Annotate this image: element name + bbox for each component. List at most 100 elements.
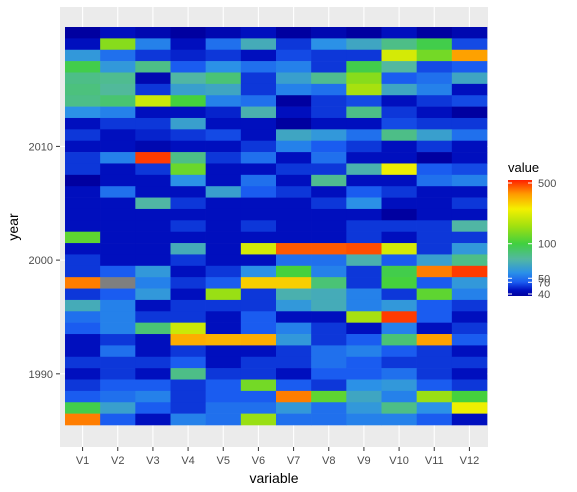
heatmap-cell [170,49,206,62]
heatmap-cell [451,49,488,62]
heatmap-cell [170,27,206,39]
heatmap-cell [346,402,382,414]
heatmap-cell [100,197,136,210]
heatmap-cell [416,368,453,380]
heatmap-cell [451,95,488,107]
heatmap-cell [451,220,488,232]
heatmap-cell [346,117,382,130]
heatmap-cell [416,27,453,39]
heatmap-cell [346,277,382,289]
heatmap-cell [205,299,242,312]
heatmap-cell [311,254,347,267]
heatmap-cell [311,49,347,62]
heatmap-cell [381,27,417,39]
heatmap-cell [311,152,347,164]
heatmap-cell [205,311,242,323]
heatmap-cell [170,311,206,323]
heatmap-cell [311,197,347,210]
heatmap-cell [205,368,242,380]
heatmap-cell [416,186,453,198]
heatmap-cell [311,288,347,301]
heatmap-cell [135,117,171,130]
heatmap-cell [381,311,417,323]
heatmap-cell [311,390,347,403]
heatmap-cell [240,254,277,267]
heatmap-cell [170,140,206,153]
heatmap-cell [205,49,242,62]
heatmap-cell [135,334,171,346]
heatmap-cell [416,345,453,358]
heatmap-cell [205,231,242,244]
heatmap-cell [451,72,488,85]
heatmap-cell [346,174,382,187]
x-tick-label: V11 [425,455,444,467]
heatmap-cell [276,220,312,232]
heatmap-cell [311,243,347,255]
heatmap-cell [100,208,136,221]
heatmap-cell [276,186,312,198]
heatmap-cell [240,197,277,210]
heatmap-cell [205,220,242,232]
heatmap-cell [346,368,382,380]
heatmap-cell [205,390,242,403]
heatmap-cell [100,402,136,414]
heatmap-cell [240,322,277,335]
heatmap-cell [381,129,417,142]
heatmap-cell [65,49,101,62]
heatmap-cell [381,231,417,244]
heatmap-cell [381,368,417,380]
heatmap-cell [381,390,417,403]
heatmap-cell [100,345,136,358]
heatmap-cell [205,27,242,39]
heatmap-cell [346,140,382,153]
heatmap-cell [276,379,312,392]
heatmap-cell [65,61,101,73]
heatmap-cell [170,95,206,107]
heatmap-cell [276,208,312,221]
legend-tick-label: 100 [538,239,556,251]
heatmap-cell [100,299,136,312]
heatmap-cell [311,72,347,85]
heatmap-cell [240,106,277,119]
heatmap-cell [205,140,242,153]
heatmap-cell [100,174,136,187]
heatmap-cell [240,129,277,142]
heatmap-cell [170,277,206,289]
heatmap-cell [170,356,206,369]
heatmap-cell [346,299,382,312]
heatmap-cell [276,356,312,369]
heatmap-cell [65,38,101,51]
heatmap-cell [381,345,417,358]
heatmap-cell [451,163,488,176]
heatmap-cell [135,402,171,414]
heatmap-cell [205,402,242,414]
heatmap-cell [416,322,453,335]
heatmap-cell [346,334,382,346]
heatmap-cell [346,38,382,51]
heatmap-cell [346,83,382,96]
heatmap-cell [170,334,206,346]
heatmap-cell [416,163,453,176]
heatmap-cell [451,38,488,51]
x-tick-label: V7 [287,455,300,467]
heatmap-cell [100,254,136,267]
heatmap-cell [346,311,382,323]
x-tick-label: V1 [76,455,89,467]
heatmap-cell [276,129,312,142]
heatmap-cell [100,106,136,119]
heatmap-cell [311,129,347,142]
heatmap-cell [311,117,347,130]
heatmap-cell [135,379,171,392]
heatmap-cell [451,231,488,244]
heatmap-cell [65,197,101,210]
heatmap-cell [240,299,277,312]
heatmap-cell [416,197,453,210]
heatmap-cell [100,334,136,346]
heatmap-cell [170,220,206,232]
heatmap-cell [346,163,382,176]
heatmap-cell [205,152,242,164]
heatmap-cell [311,174,347,187]
y-tick-label: 2010 [29,141,53,153]
heatmap-cell [170,152,206,164]
heatmap-cell [451,390,488,403]
